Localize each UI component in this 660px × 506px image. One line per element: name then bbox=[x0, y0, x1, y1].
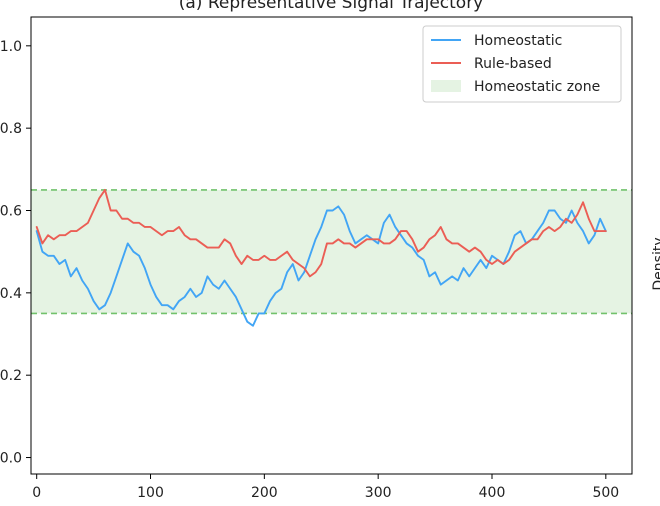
series-line-rule-based bbox=[35, 188, 607, 278]
x-axis-ticks: 0 100 200 300 400 500 bbox=[32, 474, 619, 501]
x-tick-label: 100 bbox=[137, 485, 164, 501]
legend-label: Homeostatic bbox=[474, 33, 562, 49]
y-axis-ticks: 0.0 0.2 0.4 0.6 0.8 1.0 bbox=[0, 39, 31, 467]
y-tick-label: 0.0 bbox=[0, 451, 22, 467]
x-tick-label: 0 bbox=[32, 485, 41, 501]
x-tick-label: 500 bbox=[592, 485, 619, 501]
legend-box bbox=[422, 25, 622, 103]
y-tick-label: 0.8 bbox=[0, 121, 22, 137]
homeostatic-zone-band bbox=[31, 189, 632, 315]
series-layer bbox=[35, 188, 607, 327]
legend: Homeostatic Rule-based Homeostatic zone bbox=[422, 25, 622, 103]
chart-title: (a) Representative Signal Trajectory bbox=[179, 0, 484, 13]
homeostatic-zone-fill bbox=[31, 189, 632, 314]
x-tick-label: 300 bbox=[365, 485, 392, 501]
plot-frame bbox=[30, 16, 633, 475]
x-tick-label: 200 bbox=[251, 485, 278, 501]
y-tick-label: 1.0 bbox=[0, 39, 22, 55]
legend-swatch-homeostatic-zone bbox=[431, 80, 461, 92]
y-tick-label: 0.6 bbox=[0, 204, 22, 220]
y-tick-label: 0.4 bbox=[0, 286, 22, 302]
x-tick-label: 400 bbox=[479, 485, 506, 501]
y-tick-label: 0.2 bbox=[0, 368, 22, 384]
legend-label: Rule-based bbox=[474, 56, 552, 72]
legend-label: Homeostatic zone bbox=[474, 79, 600, 95]
side-panel-label: Density bbox=[651, 237, 660, 290]
series-line-homeostatic bbox=[35, 205, 607, 327]
